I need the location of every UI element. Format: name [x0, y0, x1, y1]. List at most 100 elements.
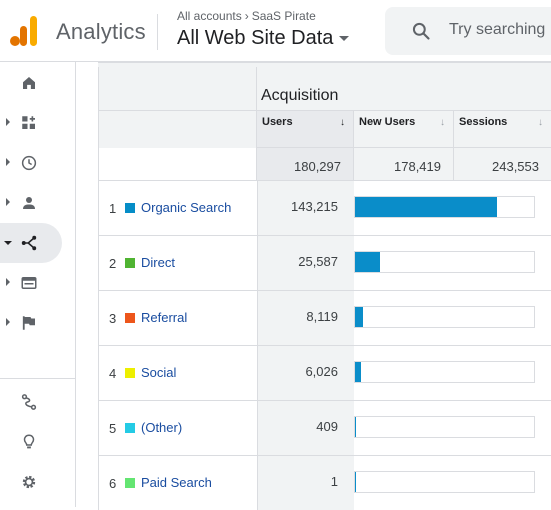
- column-label: New Users: [359, 116, 416, 128]
- users-cell: 143,215: [257, 181, 354, 235]
- share-bar-fill: [355, 252, 380, 272]
- total-value: 178,419: [394, 159, 441, 174]
- users-cell: 25,587: [257, 236, 354, 290]
- row-index: 4: [109, 366, 117, 381]
- table-row: 5 (Other) 409: [98, 400, 551, 455]
- sort-icon[interactable]: ↓: [440, 117, 445, 128]
- share-bar-fill: [355, 307, 363, 327]
- share-bar-fill: [355, 197, 497, 217]
- row-index: 2: [109, 256, 117, 271]
- nav-audience[interactable]: [0, 183, 62, 223]
- left-nav-rail: [0, 62, 76, 507]
- table-row: 4 Social 6,026: [98, 345, 551, 400]
- chevron-right-icon: ›: [244, 9, 249, 23]
- nav-admin[interactable]: [0, 462, 62, 502]
- legend-swatch: [125, 258, 135, 268]
- channel-link[interactable]: Paid Search: [141, 475, 212, 490]
- acquisition-group-header: Acquisition: [256, 67, 551, 111]
- users-value: 6,026: [305, 364, 338, 379]
- total-value: 180,297: [294, 159, 341, 174]
- expand-arrow-icon: [6, 278, 10, 286]
- nav-conversions[interactable]: [0, 303, 62, 343]
- row-index: 6: [109, 476, 117, 491]
- nav-customization[interactable]: [0, 103, 62, 143]
- top-bar: Analytics All accounts › SaaS Pirate All W…: [0, 0, 551, 62]
- search-placeholder: Try searching: [449, 21, 546, 38]
- column-header-sessions[interactable]: Sessions ↓: [453, 111, 551, 148]
- home-icon: [23, 77, 35, 89]
- users-value: 143,215: [291, 199, 338, 214]
- table-row: 1 Organic Search 143,215: [98, 180, 551, 235]
- column-header-new-users[interactable]: New Users ↓: [353, 111, 453, 148]
- breadcrumb-all-accounts[interactable]: All accounts: [177, 9, 242, 23]
- share-bar: [354, 416, 535, 438]
- users-cell: 409: [257, 401, 354, 455]
- channel-link[interactable]: Organic Search: [141, 200, 232, 215]
- sort-desc-icon[interactable]: ↓: [340, 117, 345, 128]
- nav-attribution[interactable]: [0, 382, 62, 422]
- report-table: Acquisition Users ↓ New Users ↓ Sessions…: [76, 62, 551, 510]
- search-box[interactable]: Try searching: [385, 7, 551, 55]
- nav-realtime[interactable]: [0, 143, 62, 183]
- expand-arrow-icon: [6, 198, 10, 206]
- table-top-band: [98, 62, 551, 67]
- column-header-users[interactable]: Users ↓: [256, 111, 353, 148]
- group-title: Acquisition: [261, 87, 339, 104]
- expand-arrow-icon: [6, 158, 10, 166]
- total-sessions: 243,553: [453, 148, 551, 180]
- users-value: 8,119: [306, 309, 338, 324]
- expand-arrow-icon: [6, 318, 10, 326]
- nav-home[interactable]: [0, 63, 62, 103]
- app-name: Analytics: [56, 19, 146, 44]
- users-cell: 6,026: [257, 346, 354, 400]
- breadcrumb-account[interactable]: SaaS Pirate: [251, 9, 316, 23]
- nav-discover[interactable]: [0, 422, 62, 462]
- legend-swatch: [125, 478, 135, 488]
- nav-behavior[interactable]: [0, 263, 62, 303]
- legend-swatch: [125, 313, 135, 323]
- share-bar: [354, 471, 535, 493]
- channel-link[interactable]: Social: [141, 365, 177, 380]
- nav-divider: [0, 378, 76, 379]
- share-bar: [354, 196, 535, 218]
- conversions-flag-icon: [22, 316, 35, 330]
- table-row: 2 Direct 25,587: [98, 235, 551, 290]
- header-divider: [157, 14, 158, 50]
- customization-icon: [22, 116, 35, 129]
- acquisition-icon: [21, 235, 37, 251]
- nav-acquisition[interactable]: [0, 223, 62, 263]
- share-bar: [354, 306, 535, 328]
- legend-swatch: [125, 203, 135, 213]
- channel-link[interactable]: (Other): [141, 420, 183, 435]
- totals-label-cell: [98, 148, 256, 180]
- channel-link[interactable]: Referral: [141, 310, 188, 325]
- total-new-users: 178,419: [353, 148, 453, 180]
- users-cell: 1: [257, 456, 354, 510]
- users-value: 25,587: [298, 254, 338, 269]
- account-breadcrumb[interactable]: All accounts › SaaS Pirate: [177, 9, 316, 23]
- column-label: Sessions: [459, 116, 508, 128]
- column-label: Users: [262, 116, 293, 128]
- attribution-icon: [21, 394, 37, 410]
- users-cell: 8,119: [257, 291, 354, 345]
- view-selector[interactable]: All Web Site Data: [177, 27, 350, 50]
- admin-gear-icon: [22, 475, 36, 489]
- expand-arrow-icon: [6, 118, 10, 126]
- sort-icon[interactable]: ↓: [538, 117, 543, 128]
- realtime-clock-icon: [21, 155, 37, 171]
- total-value: 243,553: [492, 159, 539, 174]
- share-bar-fill: [355, 362, 361, 382]
- channel-link[interactable]: Direct: [141, 255, 175, 270]
- share-bar-fill: [355, 417, 356, 437]
- users-value: 409: [316, 419, 338, 434]
- legend-swatch: [125, 368, 135, 378]
- row-index: 1: [109, 201, 117, 216]
- row-index: 3: [109, 311, 117, 326]
- table-row: 6 Paid Search 1: [98, 455, 551, 510]
- analytics-logo-icon[interactable]: [10, 16, 38, 46]
- users-value: 1: [330, 474, 338, 489]
- row-index: 5: [109, 421, 117, 436]
- search-icon: [412, 22, 430, 40]
- discover-lightbulb-icon: [23, 434, 35, 449]
- dropdown-arrow-icon: [339, 36, 350, 42]
